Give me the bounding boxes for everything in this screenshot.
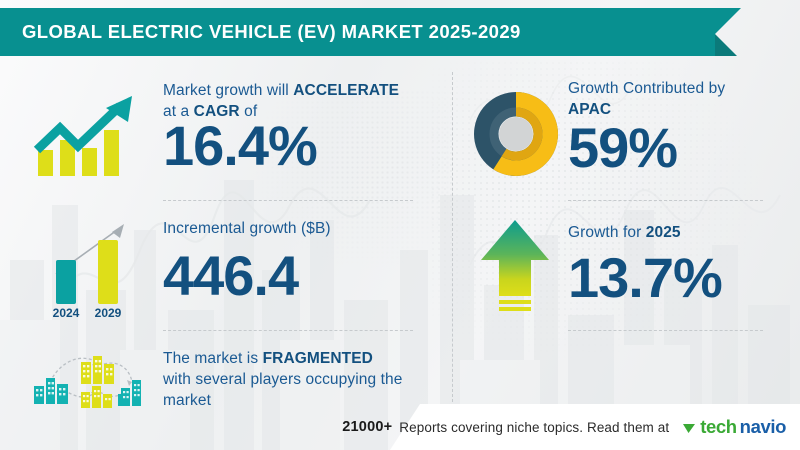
logo-text-navio: navio [739,416,787,437]
incremental-growth-value: 446.4 [163,244,299,307]
footer-background [390,404,800,450]
divider-left-2 [163,330,413,331]
fragmentation-text-1: The market is [163,350,263,367]
divider-right-1 [568,200,763,201]
cagr-value: 16.4% [163,114,318,177]
incremental-growth-caption: Incremental growth ($B) [163,220,331,237]
cagr-caption-text-2: at a [163,103,194,120]
cagr-caption-text-1: Market growth will [163,82,294,99]
report-count: 21000+ [342,419,393,435]
page-title: GLOBAL ELECTRIC VEHICLE (EV) MARKET 2025… [22,21,521,42]
svg-text:2024: 2024 [53,306,80,320]
technavio-mark-icon [683,423,696,433]
up-arrow-icon [481,220,549,311]
header-banner: GLOBAL ELECTRIC VEHICLE (EV) MARKET 2025… [0,8,741,56]
header-corner-fold-top [715,8,741,34]
cagr-caption: Market growth will ACCELERATE at a CAGR … [163,80,433,122]
footer-content: 21000+ Reports covering niche topics. Re… [342,404,786,450]
donut-chart-icon [474,92,558,176]
fragmented-market-icon [34,356,141,408]
footer: 21000+ Reports covering niche topics. Re… [0,404,800,450]
fragmentation-strong-1: FRAGMENTED [262,350,373,367]
apac-caption: Growth Contributed by APAC [568,78,768,120]
growth-2025-value: 13.7% [568,246,723,309]
apac-value: 59% [568,116,678,179]
svg-text:2029: 2029 [95,306,122,320]
fragmentation-text-2: with several players occupying the marke… [163,371,403,409]
growth-2025-strong-1: 2025 [645,224,681,241]
cagr-caption-strong-1: ACCELERATE [293,82,400,99]
fragmentation-caption: The market is FRAGMENTED with several pl… [163,348,438,411]
panel-divider-vertical [452,72,453,402]
header-corner-fold-shadow [715,34,737,56]
header-band [0,8,715,56]
background-dot-grid-secondary [250,90,450,270]
cagr-caption-strong-2: CAGR [193,103,240,120]
apac-caption-text-1: Growth Contributed by [568,80,726,97]
technavio-logo[interactable]: tech navio [682,416,786,438]
divider-left-1 [163,200,413,201]
apac-caption-strong-1: APAC [568,101,612,118]
bar-chart-icon: 2024 2029 [53,224,124,320]
logo-text-tech: tech [700,416,737,437]
divider-right-2 [568,330,763,331]
cagr-caption-text-3: of [239,103,258,120]
footer-tagline: Reports covering niche topics. Read them… [399,419,670,435]
growth-2025-caption: Growth for 2025 [568,222,768,243]
growth-2025-text-1: Growth for [568,224,646,241]
growth-chart-icon [33,96,132,176]
